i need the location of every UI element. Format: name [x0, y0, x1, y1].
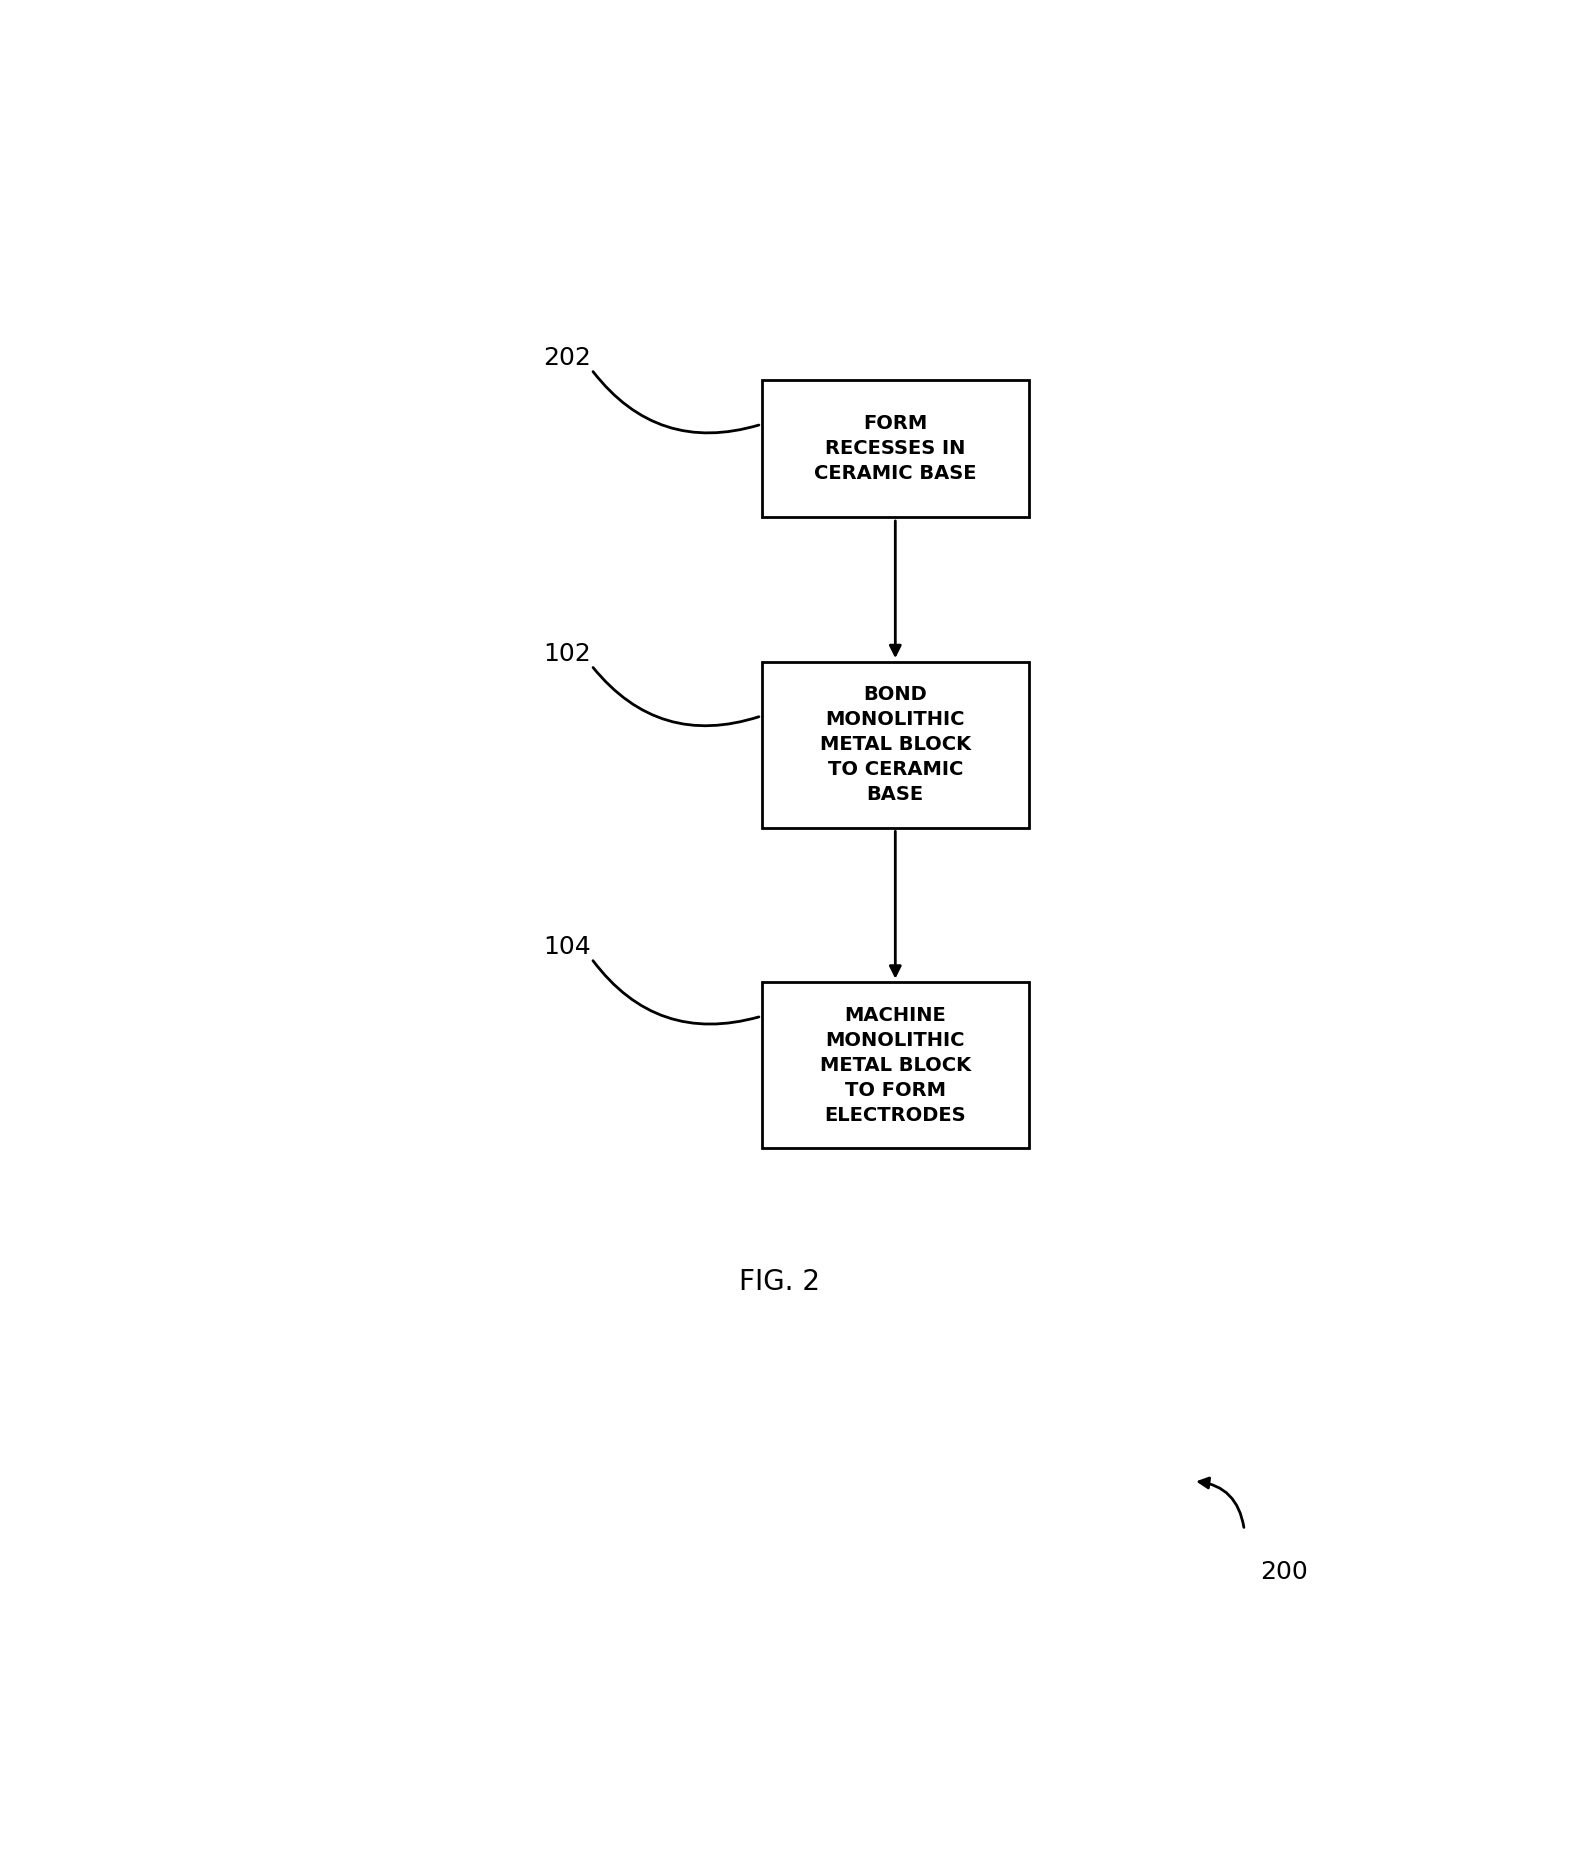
Text: FIG. 2: FIG. 2	[739, 1268, 821, 1296]
Text: 200: 200	[1260, 1560, 1309, 1584]
Text: BOND
MONOLITHIC
METAL BLOCK
TO CERAMIC
BASE: BOND MONOLITHIC METAL BLOCK TO CERAMIC B…	[819, 684, 971, 804]
Text: 102: 102	[543, 641, 592, 666]
Text: 104: 104	[543, 936, 592, 958]
Bar	[761, 982, 1029, 1148]
Text: MACHINE
MONOLITHIC
METAL BLOCK
TO FORM
ELECTRODES: MACHINE MONOLITHIC METAL BLOCK TO FORM E…	[819, 1005, 971, 1125]
Text: 202: 202	[543, 345, 592, 369]
Text: FORM
RECESSES IN
CERAMIC BASE: FORM RECESSES IN CERAMIC BASE	[814, 414, 976, 484]
Bar	[761, 381, 1029, 518]
Bar	[761, 662, 1029, 827]
